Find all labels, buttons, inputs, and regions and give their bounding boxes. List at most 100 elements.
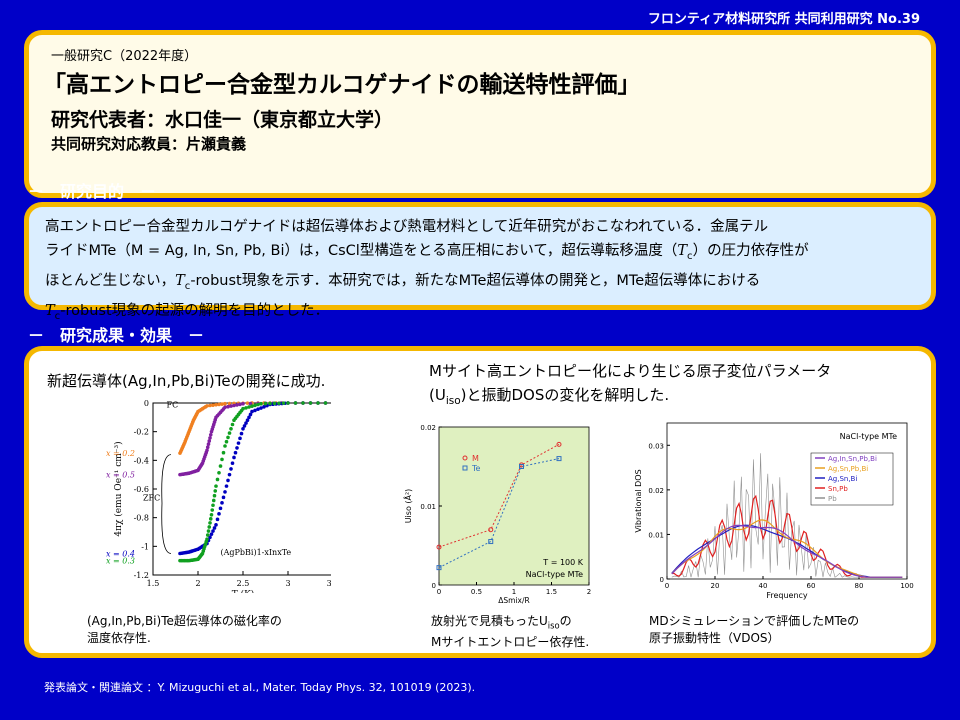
data-point — [223, 401, 227, 406]
purpose-heading: － 研究目的 － — [28, 182, 157, 201]
data-point — [209, 532, 214, 536]
data-point — [233, 450, 238, 455]
legend-box — [810, 452, 894, 506]
y-tick-label: -0.2 — [134, 428, 149, 437]
data-point — [232, 403, 236, 408]
data-point — [208, 403, 212, 408]
x-tick-label: 1 — [512, 588, 516, 596]
data-point — [236, 441, 241, 445]
data-point — [217, 402, 221, 407]
x-tick-label: 2 — [587, 588, 591, 596]
x-tick-label: 2 — [195, 579, 200, 588]
results-heading: － 研究成果・効果 － — [28, 326, 205, 345]
data-point — [209, 513, 214, 517]
data-point — [211, 529, 215, 533]
data-point — [212, 493, 217, 498]
data-point — [241, 406, 245, 411]
data-point — [259, 406, 263, 410]
data-point — [235, 446, 239, 450]
y-tick-label: 0 — [144, 399, 149, 408]
data-point — [208, 436, 212, 440]
data-point — [218, 464, 223, 468]
y-tick-label: -0.8 — [134, 514, 149, 523]
data-point — [248, 401, 253, 406]
x-tick-label: 3.5 — [327, 579, 331, 588]
data-point — [247, 405, 251, 409]
data-point — [208, 535, 212, 540]
x-tick-label: 1.5 — [546, 588, 557, 596]
annotation-fc: FC — [167, 400, 179, 409]
caption-uiso: 放射光で見積もったUisoの Mサイトエントロピー依存性. — [431, 614, 590, 650]
data-point — [293, 401, 298, 405]
data-point — [248, 412, 253, 417]
purpose-line: ほとんど生じない，Tc-robust現象を示す．本研究では，新たなMTe超伝導体… — [45, 272, 761, 292]
x-tick-label: 60 — [807, 582, 816, 590]
footer-reference: 発表論文・関連論文 ：Y. Mizuguchi et al., Mater. T… — [44, 681, 476, 694]
data-point — [205, 448, 209, 453]
x-axis-label: Frequency — [766, 591, 808, 600]
data-point — [227, 431, 232, 435]
chart-title: NaCl-type MTe — [840, 432, 897, 441]
data-point — [229, 467, 233, 471]
data-point — [211, 403, 215, 407]
data-point — [230, 461, 235, 465]
y-tick-label: 0.02 — [648, 487, 664, 495]
data-point — [301, 401, 305, 405]
data-point — [224, 484, 229, 488]
lead-left: 新超伝導体(Ag,In,Pb,Bi)Teの開発に成功. — [47, 372, 326, 390]
annotation-type: NaCl-type MTe — [526, 570, 583, 579]
legend-marker — [462, 465, 468, 471]
data-point — [256, 402, 260, 407]
data-point — [242, 424, 247, 428]
data-point — [205, 537, 209, 541]
lead-right-line2: (Uiso)と振動DOSの変化を解明した. — [429, 386, 670, 407]
x-axis-label: T (K) — [232, 589, 255, 593]
x-tick-label: 0.5 — [471, 588, 482, 596]
purpose-line: ライドMTe（M = Ag, In, Sn, Pb, Bi）は，CsCl型構造を… — [45, 243, 809, 262]
data-point — [217, 470, 221, 475]
data-point — [211, 498, 216, 503]
plot-frame — [438, 426, 590, 586]
data-point — [436, 544, 442, 550]
data-point — [308, 401, 313, 405]
data-point — [226, 435, 230, 440]
y-tick-label: 0.03 — [648, 442, 664, 450]
data-point — [323, 401, 328, 405]
x-tick-label: 3 — [285, 579, 290, 588]
legend-label: Ag,Sn,Bi — [828, 475, 857, 483]
data-point — [245, 401, 250, 405]
data-point — [223, 444, 227, 448]
data-point — [250, 409, 254, 414]
data-point — [256, 407, 260, 412]
purpose-text: 高エントロピー合金型カルコゲナイドは超伝導体および熱電材料として近年研究がおこな… — [45, 215, 921, 329]
y-tick-label: -0.4 — [134, 456, 149, 465]
data-point — [488, 527, 494, 533]
data-point — [556, 456, 562, 462]
y-axis-label: Vibrational DOS — [634, 469, 643, 532]
chart-uiso: 0 0.01 0.02 0 0.5 1 1.5 2 ΔSmix/R Uiso (Å²) MTe T =… — [402, 424, 591, 605]
y-tick-label: -1.2 — [134, 571, 149, 580]
data-point — [207, 439, 212, 443]
caption-magnetization: (Ag,In,Pb,Bi)Te超伝導体の磁化率の 温度依存性. — [87, 614, 282, 645]
legend-label: M — [472, 454, 479, 463]
data-point — [268, 401, 272, 406]
data-point — [263, 401, 268, 406]
data-point — [245, 418, 250, 422]
data-point — [238, 402, 242, 407]
legend-label: Te — [471, 464, 481, 473]
data-point — [272, 401, 277, 406]
research-category: 一般研究C（2022年度） — [51, 49, 198, 64]
data-point — [215, 477, 220, 482]
zfc-bracket — [161, 454, 172, 554]
x-tick-label: 0 — [437, 588, 441, 596]
title-box: 一般研究C（2022年度） 「高エントロピー合金型カルコゲナイドの輸送特性評価」… — [24, 30, 936, 198]
data-point — [277, 401, 281, 406]
data-point — [229, 404, 233, 408]
legend-label: Ag,In,Sn,Pb,Bi — [828, 455, 877, 463]
data-point — [221, 450, 226, 455]
data-point — [220, 402, 224, 406]
data-point — [217, 512, 221, 516]
principal-investigator: 研究代表者：水口佳一（東京都立大学） — [51, 109, 394, 131]
caption-vdos: MDシミュレーションで評価したMTeの 原子振動特性（VDOS） — [649, 614, 860, 645]
annotation-temp: T = 100 K — [542, 558, 583, 567]
